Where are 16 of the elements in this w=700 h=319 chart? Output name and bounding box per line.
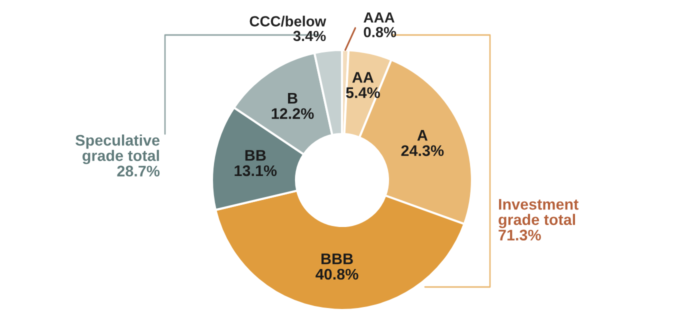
slice-label: AA xyxy=(352,72,374,83)
slice-label: A xyxy=(417,130,428,141)
slice-label: BBB xyxy=(322,254,353,264)
data-label: 12.2% xyxy=(272,108,314,119)
slice-label: CCC/below xyxy=(250,16,326,27)
data-label: 13.1% xyxy=(234,165,277,176)
data-label: 0.8% xyxy=(364,26,396,38)
text: Speculative grade total 28.7% xyxy=(76,134,160,176)
data-label: 24.3% xyxy=(401,145,444,156)
slice-label: B xyxy=(288,92,298,104)
data-label: 40.8% xyxy=(316,268,358,280)
slice-label: AAA xyxy=(364,12,394,22)
slice-label: BB xyxy=(245,150,266,161)
text: Investment grade total 71.3% xyxy=(498,199,578,241)
data-label: 5.4% xyxy=(346,87,380,98)
data-label: 3.4% xyxy=(293,30,326,42)
